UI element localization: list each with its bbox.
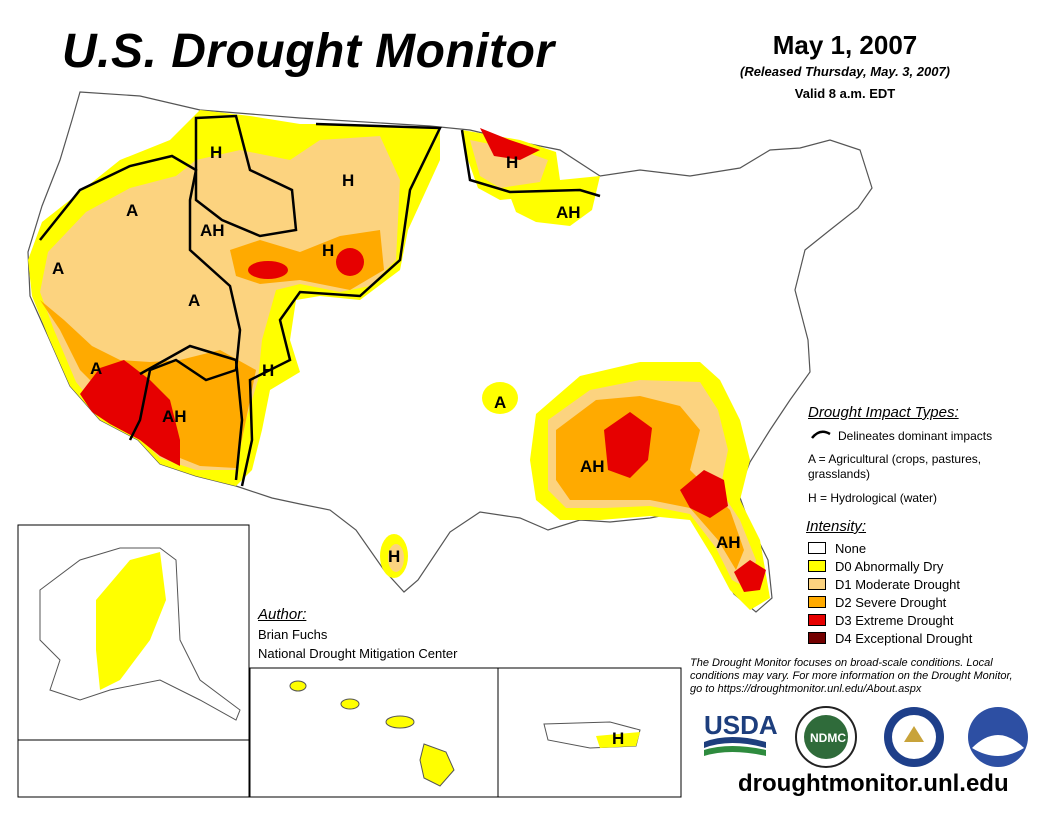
hawaii-island-oahu bbox=[340, 698, 360, 710]
d2-southeast bbox=[556, 396, 744, 570]
impact-line-minnesota bbox=[460, 129, 601, 198]
map-label-wisconsin: AH bbox=[556, 203, 581, 222]
legend-row-d4: D4 Exceptional Drought bbox=[808, 630, 972, 646]
d3-florida bbox=[734, 560, 766, 592]
legend-swatch bbox=[808, 578, 826, 590]
legend-label: D1 Moderate Drought bbox=[835, 576, 961, 592]
legend-swatch bbox=[808, 614, 826, 626]
author-label: Author: bbox=[258, 606, 307, 623]
legend-label: None bbox=[835, 540, 867, 556]
d0-arkansas bbox=[482, 382, 518, 414]
d3-minnesota bbox=[480, 128, 540, 160]
d1-south-texas bbox=[388, 544, 404, 572]
d3-georgia bbox=[680, 470, 728, 518]
map-label-nevada-utah: A bbox=[188, 291, 200, 310]
legend-swatch bbox=[808, 542, 826, 554]
legend-swatch bbox=[808, 560, 826, 572]
svg-text:NDMC: NDMC bbox=[810, 731, 846, 745]
d3-idaho bbox=[248, 261, 288, 279]
disclaimer-text: The Drought Monitor focuses on broad-sca… bbox=[690, 657, 1013, 695]
legend-label: D0 Abnormally Dry bbox=[835, 558, 944, 574]
intensity-title: Intensity: bbox=[806, 518, 867, 535]
ndmc-logo: NDMC bbox=[795, 706, 857, 768]
valid-time: Valid 8 a.m. EDT bbox=[794, 86, 896, 101]
map-label-southeast: AH bbox=[580, 457, 605, 476]
hawaii-island-kauai bbox=[289, 680, 307, 692]
d1-minnesota bbox=[470, 140, 548, 188]
legend-label: D3 Extreme Drought bbox=[835, 612, 954, 628]
d3-wyoming bbox=[336, 248, 364, 276]
impact-line-west bbox=[39, 154, 242, 441]
author-name: Brian Fuchs bbox=[258, 627, 328, 642]
legend-label: D4 Exceptional Drought bbox=[835, 630, 973, 646]
map-label-montana-east: H bbox=[342, 171, 354, 190]
legend-swatch bbox=[808, 632, 826, 644]
map-label-florida: AH bbox=[716, 533, 741, 552]
svg-text:USDA: USDA bbox=[704, 710, 778, 740]
hawaii-inset bbox=[249, 667, 499, 798]
hawaii-island-maui bbox=[385, 715, 415, 729]
d3-southeast bbox=[604, 412, 652, 478]
d3-socal bbox=[80, 360, 180, 466]
map-label-puerto-rico: H bbox=[612, 729, 624, 748]
puerto-rico-d0 bbox=[596, 732, 640, 748]
website-url[interactable]: droughtmonitor.unl.edu bbox=[738, 770, 1009, 797]
map-label-california-north: A bbox=[52, 259, 64, 278]
impact-hydrological-label: H = Hydrological (water) bbox=[808, 491, 938, 505]
usda-logo: USDA bbox=[704, 710, 778, 756]
commerce-seal-logo bbox=[884, 707, 944, 767]
map-label-arizona: AH bbox=[162, 407, 187, 426]
impact-agricultural-label: A = Agricultural (crops, pastures, grass… bbox=[808, 452, 982, 481]
alaska-d0 bbox=[96, 552, 166, 690]
map-label-minnesota-north: H bbox=[506, 153, 518, 172]
d0-wisconsin bbox=[510, 176, 600, 226]
map-label-arkansas: A bbox=[494, 393, 506, 412]
legend-label: D2 Severe Drought bbox=[835, 594, 947, 610]
map-label-colorado: H bbox=[262, 361, 274, 380]
hawaii-island-big bbox=[419, 743, 455, 787]
legend-row-d2: D2 Severe Drought bbox=[808, 594, 946, 610]
legend-swatch bbox=[808, 596, 826, 608]
impact-line-east bbox=[240, 122, 442, 487]
map-label-oregon: A bbox=[126, 201, 138, 220]
release-date: (Released Thursday, May. 3, 2007) bbox=[739, 64, 951, 79]
map-label-south-texas: H bbox=[388, 547, 400, 566]
impact-line-arizona bbox=[139, 344, 244, 481]
map-title: U.S. Drought Monitor bbox=[62, 25, 555, 78]
map-label-montana-west: H bbox=[210, 143, 222, 162]
map-label-southern-california: A bbox=[90, 359, 102, 378]
impact-types-title: Drought Impact Types: bbox=[808, 404, 959, 421]
legend-row-d0: D0 Abnormally Dry bbox=[808, 558, 943, 574]
noaa-logo bbox=[968, 707, 1028, 767]
legend-row-d1: D1 Moderate Drought bbox=[808, 576, 960, 592]
legend-impact-line-sample bbox=[811, 430, 831, 439]
author-organization: National Drought Mitigation Center bbox=[258, 646, 458, 661]
impact-line-montana bbox=[194, 114, 298, 238]
map-date: May 1, 2007 bbox=[772, 30, 918, 60]
legend-row-d3: D3 Extreme Drought bbox=[808, 612, 954, 628]
impact-line-label: Delineates dominant impacts bbox=[838, 429, 993, 443]
map-label-wyoming: H bbox=[322, 241, 334, 260]
map-label-idaho: AH bbox=[200, 221, 225, 240]
legend-row-none: None bbox=[808, 540, 866, 556]
